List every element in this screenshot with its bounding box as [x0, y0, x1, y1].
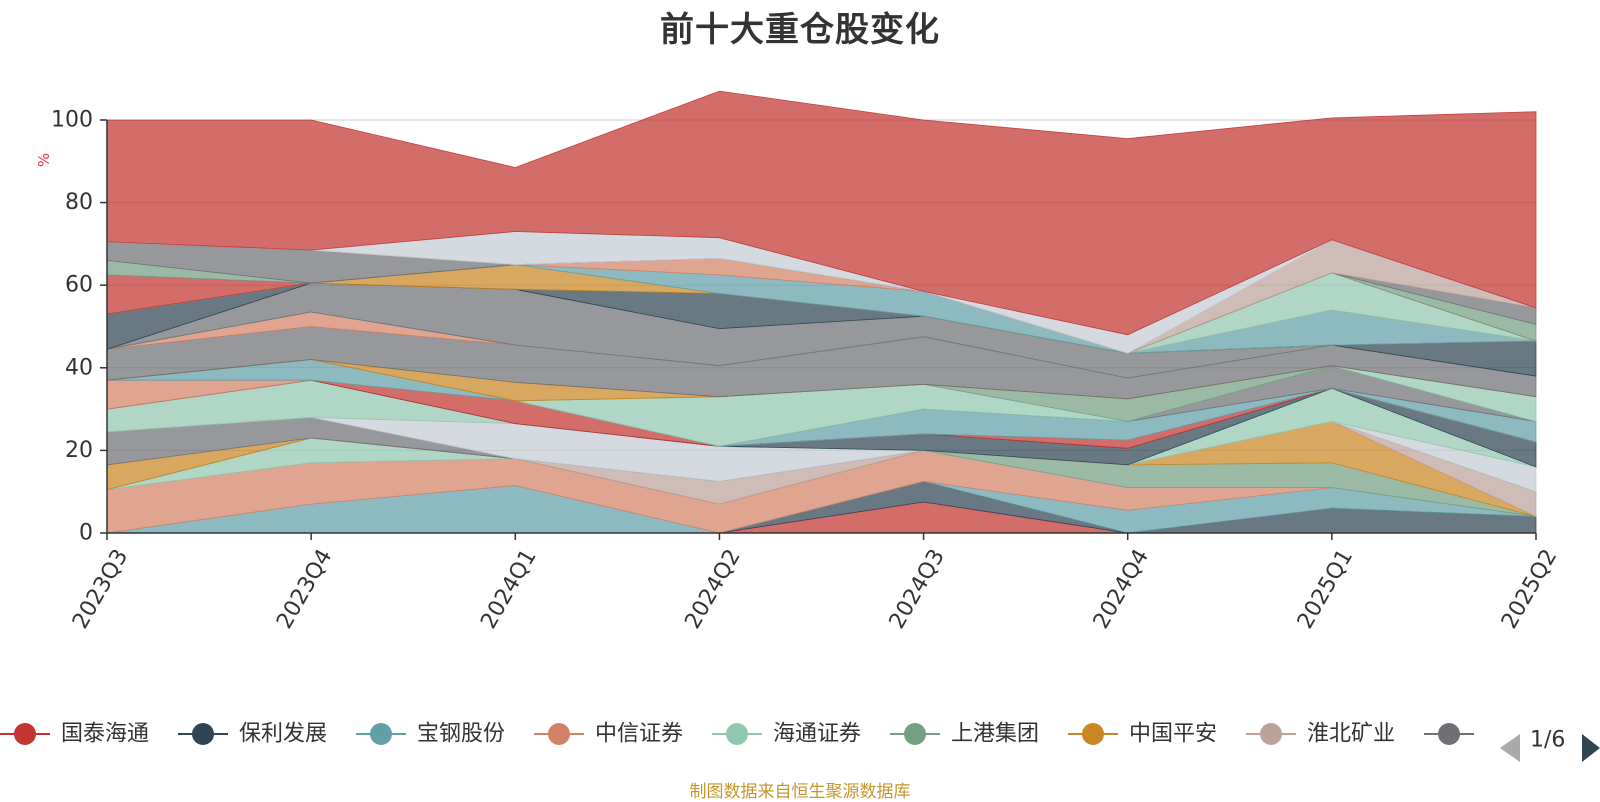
legend-item-1[interactable]: 保利发展 — [178, 722, 327, 747]
triangle-right-icon[interactable] — [1582, 734, 1600, 762]
legend-label: 上港集团 — [951, 722, 1039, 747]
x-tick-label: 2024Q4 — [1089, 545, 1154, 633]
legend-label: 海通证券 — [773, 722, 861, 747]
x-tick-label: 2023Q4 — [272, 545, 337, 633]
y-axis-label: % — [35, 153, 53, 167]
legend-next-button[interactable] — [1582, 734, 1600, 762]
x-tick-label: 2025Q1 — [1293, 545, 1358, 633]
legend-label: 国泰海通 — [61, 722, 149, 747]
legend-marker — [370, 723, 392, 745]
area-series-layer — [106, 90, 1537, 534]
legend-marker — [1260, 723, 1282, 745]
legend-label: 宝钢股份 — [417, 722, 505, 747]
x-tick-label: 2024Q1 — [476, 545, 541, 633]
legend-item-4[interactable]: 海通证券 — [712, 722, 861, 747]
legend-marker — [14, 723, 36, 745]
legend-label: 中信证券 — [595, 722, 683, 747]
legend-label: 中国平安 — [1129, 722, 1217, 747]
legend-marker — [1438, 723, 1460, 745]
legend: 国泰海通 保利发展 宝钢股份 中信证券 海通证券 上港集团 中国平安 淮北矿业 — [0, 722, 1474, 747]
x-tick-label: 2024Q3 — [885, 545, 950, 633]
x-tick-label: 2025Q2 — [1497, 545, 1562, 633]
legend-marker — [1082, 723, 1104, 745]
chart-title: 前十大重仓股变化 — [660, 10, 940, 50]
legend-prev-button[interactable] — [1500, 734, 1520, 762]
x-tick-label: 2023Q3 — [68, 545, 133, 633]
legend-label: 淮北矿业 — [1307, 722, 1395, 747]
legend-item-6[interactable]: 中国平安 — [1068, 722, 1217, 747]
source-note: 制图数据来自恒生聚源数据库 — [689, 782, 911, 802]
legend-marker — [192, 723, 214, 745]
legend-page-indicator: 1/6 — [1530, 728, 1565, 753]
legend-label: 保利发展 — [239, 722, 327, 747]
legend-marker — [904, 723, 926, 745]
legend-item-partial[interactable] — [1424, 723, 1474, 745]
legend-item-0[interactable]: 国泰海通 — [0, 722, 149, 747]
y-tick-label: 60 — [65, 273, 93, 298]
y-tick-label: 0 — [79, 521, 93, 546]
legend-item-5[interactable]: 上港集团 — [890, 722, 1039, 747]
legend-marker — [726, 723, 748, 745]
y-tick-label: 80 — [65, 190, 93, 215]
legend-marker — [548, 723, 570, 745]
area-series-34 — [106, 90, 1537, 336]
legend-item-2[interactable]: 宝钢股份 — [356, 722, 505, 747]
y-tick-label: 40 — [65, 355, 93, 380]
y-tick-label: 20 — [65, 438, 93, 463]
legend-item-7[interactable]: 淮北矿业 — [1246, 722, 1395, 747]
legend-item-3[interactable]: 中信证券 — [534, 722, 683, 747]
y-tick-label: 100 — [51, 108, 93, 133]
triangle-left-icon[interactable] — [1500, 734, 1520, 762]
x-tick-label: 2024Q2 — [680, 545, 745, 633]
